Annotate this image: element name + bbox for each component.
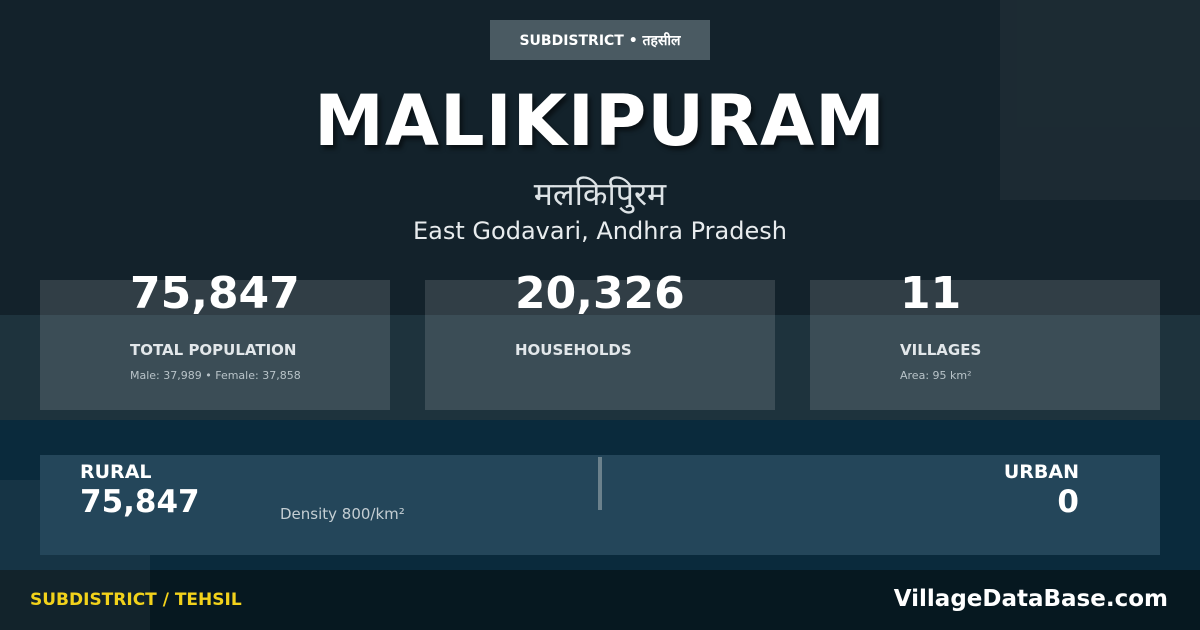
stat-sub: Male: 37,989 • Female: 37,858 <box>130 369 301 382</box>
divider <box>598 457 602 510</box>
brand-link[interactable]: VillageDataBase.com <box>893 586 1168 612</box>
decorative-square <box>1000 0 1200 200</box>
stat-value: 75,847 <box>130 268 300 319</box>
title-hindi: मलकिपिुरम <box>533 175 667 213</box>
footer-category: SUBDISTRICT / TEHSIL <box>30 590 242 610</box>
urban-value: 0 <box>1057 484 1079 520</box>
stats-band <box>0 315 1200 420</box>
stat-label: HOUSEHOLDS <box>515 341 632 359</box>
type-badge: SUBDISTRICT • तहसील <box>490 20 710 60</box>
stat-card-villages: 11 VILLAGES Area: 95 km² <box>810 268 1160 410</box>
stat-card-population: 75,847 TOTAL POPULATION Male: 37,989 • F… <box>40 268 390 410</box>
rural-value: 75,847 <box>80 484 200 520</box>
stat-label: VILLAGES <box>900 341 982 359</box>
stat-sub: Area: 95 km² <box>900 369 972 382</box>
stat-value: 20,326 <box>515 268 685 319</box>
stat-label: TOTAL POPULATION <box>130 341 297 359</box>
stat-card-households: 20,326 HOUSEHOLDS <box>425 268 775 410</box>
rural-label: RURAL <box>80 461 152 483</box>
page-title: MALIKIPURAM <box>314 80 886 162</box>
density: Density 800/km² <box>280 505 405 523</box>
footer <box>0 570 1200 630</box>
urban-label: URBAN <box>1003 461 1079 483</box>
stat-value: 11 <box>900 268 962 319</box>
location: East Godavari, Andhra Pradesh <box>413 217 787 245</box>
